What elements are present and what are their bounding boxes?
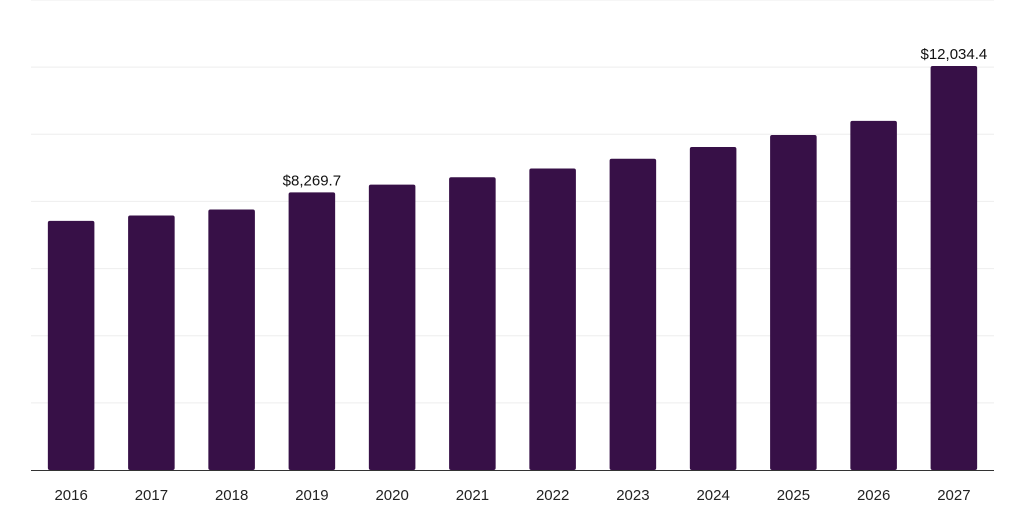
x-tick-label-2024: 2024: [696, 487, 729, 504]
x-tick-label-2026: 2026: [857, 487, 890, 504]
bar-2026[interactable]: [850, 120, 897, 470]
x-tick-labels: 2016 2017 2018 2019 2020 2021 2022 2023 2024 2025…: [54, 487, 970, 504]
bar-2022[interactable]: [529, 168, 576, 470]
x-tick-label-2016: 2016: [54, 487, 87, 504]
bar-2023[interactable]: [609, 158, 657, 471]
x-tick-label-2019: 2019: [295, 487, 328, 504]
bar-2016[interactable]: [47, 220, 95, 470]
x-tick-label-2023: 2023: [616, 487, 649, 504]
bar-2021[interactable]: [449, 177, 496, 470]
x-tick-label-2017: 2017: [135, 487, 168, 504]
bar-2019[interactable]: [288, 192, 336, 470]
bar-2020[interactable]: [368, 184, 416, 470]
x-tick-label-2018: 2018: [215, 487, 248, 504]
data-labels: $8,269.7 $12,034.4: [283, 46, 988, 189]
x-tick-label-2027: 2027: [937, 487, 970, 504]
x-tick-label-2020: 2020: [375, 487, 408, 504]
data-label-2027: $12,034.4: [921, 46, 988, 63]
bar-2027[interactable]: [930, 65, 978, 470]
bar-2025[interactable]: [770, 134, 817, 470]
bar-2024[interactable]: [689, 147, 737, 471]
bar-2018[interactable]: [208, 209, 255, 470]
x-tick-label-2022: 2022: [536, 487, 569, 504]
x-tick-label-2021: 2021: [456, 487, 489, 504]
bars: [47, 65, 978, 471]
x-tick-label-2025: 2025: [777, 487, 810, 504]
data-label-2019: $8,269.7: [283, 172, 341, 189]
grid-lines: [31, 0, 994, 404]
bar-2017[interactable]: [128, 215, 175, 470]
